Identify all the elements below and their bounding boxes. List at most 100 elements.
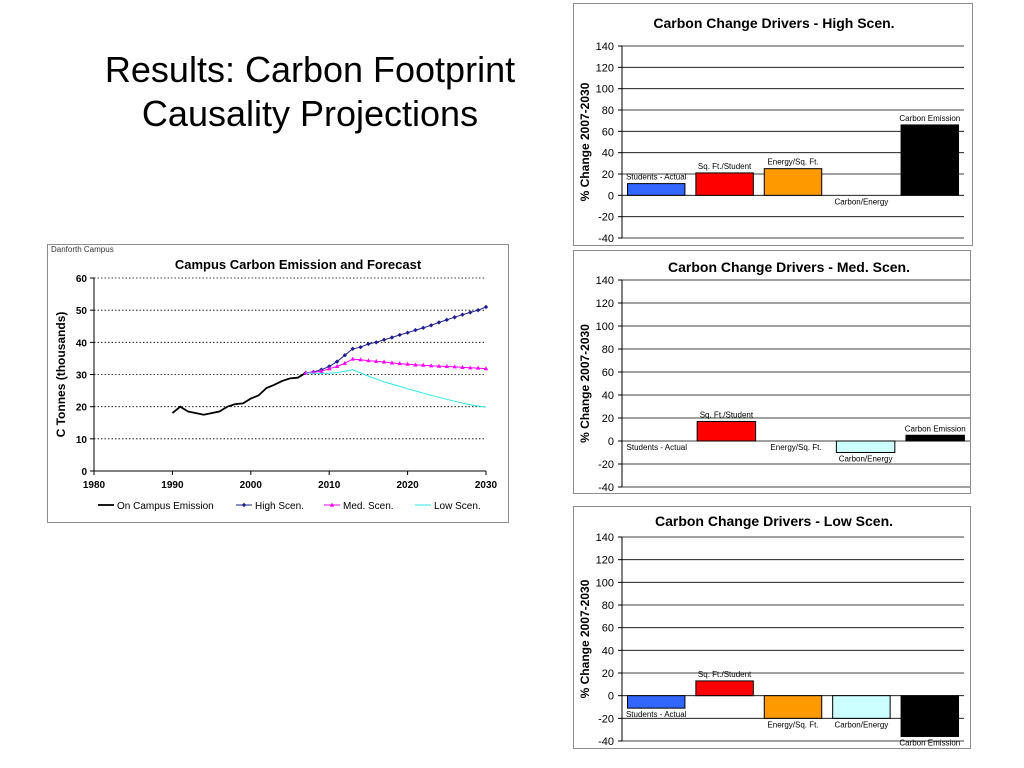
campus-label: Danforth Campus: [51, 245, 114, 254]
bar-label-energy-sq-ft: Energy/Sq. Ft.: [767, 158, 818, 167]
data-point-med-scen: [327, 366, 332, 371]
data-point-med-scen: [342, 360, 348, 365]
slide-title: Results: Carbon Footprint Causality Proj…: [60, 48, 560, 136]
y-tick-label: 20: [76, 403, 88, 414]
low-scenario-chart: Carbon Change Drivers - Low Scen. -40 -20 0…: [578, 513, 964, 748]
data-point-med-scen: [319, 368, 324, 373]
data-point-med-scen: [350, 356, 355, 361]
data-point-med-scen: [389, 360, 395, 365]
bar-label-students-actual: Students - Actual: [626, 173, 687, 182]
y-tick-label: 100: [596, 577, 614, 589]
y-tick-label: 10: [76, 435, 88, 446]
chart-title: Carbon Change Drivers - High Scen.: [653, 15, 894, 31]
low-scenario-chart-panel: Carbon Change Drivers - Low Scen. -40 -20 0…: [573, 506, 971, 749]
y-tick-label: -20: [598, 459, 614, 471]
bar-energy-sq-ft: [763, 695, 823, 719]
bar-label-carbon-emission: Carbon Emission: [899, 738, 960, 747]
data-point-high-scen: [428, 323, 434, 328]
bar-carbon-energy: [832, 695, 891, 719]
x-tick-label: 2030: [475, 480, 498, 491]
y-tick-label: 120: [596, 298, 614, 310]
x-tick-label: 1990: [161, 480, 184, 491]
bar-label-energy-sq-ft: Energy/Sq. Ft.: [770, 443, 821, 452]
data-point-med-scen: [483, 366, 489, 371]
y-axis-label: C Tonnes (thousands): [54, 312, 68, 438]
data-point-med-scen: [366, 358, 371, 363]
data-point-med-scen: [358, 357, 363, 362]
y-axis-label: % Change 2007-2030: [578, 82, 592, 201]
data-point-high-scen: [405, 330, 410, 335]
y-tick-label: 0: [608, 436, 614, 448]
data-point-high-scen: [444, 317, 449, 323]
y-tick-label: 100: [596, 321, 614, 333]
y-tick-label: 100: [596, 84, 614, 96]
bar-label-energy-sq-ft: Energy/Sq. Ft.: [767, 720, 818, 729]
y-tick-label: 60: [76, 274, 88, 285]
y-tick-label: 30: [76, 371, 88, 382]
y-tick-label: 120: [596, 555, 614, 567]
y-tick-label: -40: [598, 736, 614, 748]
legend-label-high-scen: High Scen.: [255, 501, 304, 512]
data-point-med-scen: [334, 364, 340, 369]
data-point-high-scen: [381, 337, 387, 342]
data-point-high-scen: [358, 344, 363, 350]
data-point-high-scen: [374, 340, 379, 345]
y-tick-label: 140: [596, 275, 614, 287]
y-tick-label: 20: [602, 668, 614, 680]
legend-marker-med-scen: [329, 502, 335, 507]
data-point-med-scen: [444, 364, 449, 369]
bar-energy-sq-ft: [763, 168, 823, 196]
chart-title: Campus Carbon Emission and Forecast: [175, 257, 422, 272]
bar-carbon-emission: [905, 434, 965, 442]
data-point-high-scen: [452, 315, 457, 320]
y-tick-label: 0: [608, 190, 614, 202]
bar-label-carbon-emission: Carbon Emission: [905, 424, 966, 433]
bar-students-actual: [626, 695, 686, 709]
chart-title: Carbon Change Drivers - Low Scen.: [655, 513, 893, 529]
emission-forecast-chart-panel: Danforth Campus Campus Carbon Emission a…: [47, 244, 509, 523]
data-point-med-scen: [374, 358, 379, 363]
data-point-high-scen: [342, 353, 348, 358]
y-axis-label: % Change 2007-2030: [578, 324, 592, 443]
data-point-high-scen: [366, 341, 371, 347]
series-line-med-scen: [305, 358, 487, 374]
data-point-med-scen: [397, 361, 402, 366]
bar-label-carbon-energy: Carbon/Energy: [834, 197, 888, 206]
y-tick-label: 60: [602, 623, 614, 635]
y-axis-label: % Change 2007-2030: [578, 579, 592, 698]
y-tick-label: 50: [76, 306, 88, 317]
data-point-high-scen: [421, 325, 426, 331]
bar-label-carbon-energy: Carbon/Energy: [839, 455, 893, 464]
data-point-high-scen: [334, 359, 340, 364]
data-point-med-scen: [460, 365, 465, 370]
data-point-high-scen: [397, 332, 402, 338]
med-scenario-chart-panel: Carbon Change Drivers - Med. Scen. -40 -20…: [573, 250, 971, 494]
bar-carbon-emission: [900, 124, 960, 196]
y-tick-label: 0: [81, 467, 87, 478]
data-point-high-scen: [350, 346, 355, 351]
emission-forecast-chart: Campus Carbon Emission and Forecast 0 10 20…: [54, 257, 498, 512]
bar-label-students-actual: Students - Actual: [627, 443, 688, 452]
data-point-high-scen: [436, 320, 442, 325]
chart-title: Carbon Change Drivers - Med. Scen.: [668, 259, 910, 275]
med-scenario-chart: Carbon Change Drivers - Med. Scen. -40 -20…: [578, 259, 970, 493]
y-tick-label: 80: [602, 600, 614, 612]
bar-carbon-energy: [835, 440, 896, 453]
bar-sq-ft-student: [695, 680, 754, 697]
high-scenario-chart: Carbon Change Drivers - High Scen. -40 -20…: [578, 15, 964, 245]
x-tick-label: 2000: [240, 480, 263, 491]
bar-sq-ft-student: [696, 420, 757, 442]
data-point-med-scen: [436, 363, 442, 368]
y-tick-label: -20: [598, 212, 614, 224]
y-tick-label: -40: [598, 233, 614, 245]
y-tick-label: 120: [596, 62, 614, 74]
slide-title-line-1: Results: Carbon Footprint: [104, 49, 516, 90]
data-point-med-scen: [381, 359, 387, 364]
bar-label-sq-ft-student: Sq. Ft./Student: [698, 162, 752, 171]
bar-label-carbon-emission: Carbon Emission: [899, 114, 960, 123]
bar-sq-ft-student: [695, 172, 754, 196]
slide-title-line-2: Causality Projections: [141, 93, 479, 134]
data-point-high-scen: [413, 327, 418, 333]
data-point-med-scen: [413, 362, 418, 367]
y-tick-label: 20: [602, 169, 614, 181]
